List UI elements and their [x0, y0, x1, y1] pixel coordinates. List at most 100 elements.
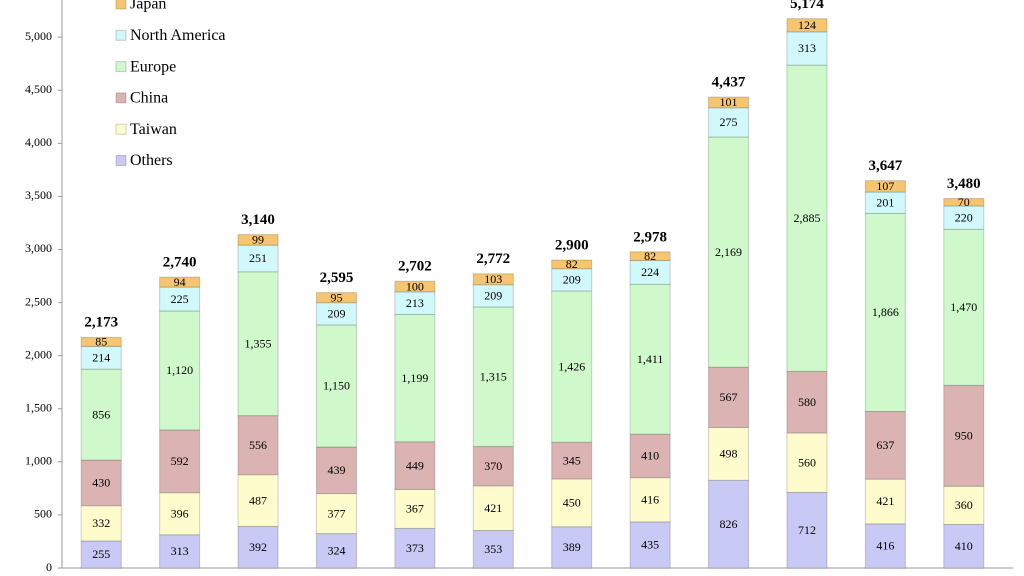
segment-label: 2,169 — [715, 245, 742, 259]
segment-label: 124 — [798, 18, 816, 32]
bar-segment — [159, 310, 201, 431]
segment-label: 421 — [876, 494, 894, 508]
bar-segment — [943, 523, 985, 569]
segment-label: 275 — [720, 115, 738, 129]
segment-label: 100 — [406, 279, 424, 293]
bar-segment — [864, 478, 906, 525]
segment-label: 637 — [876, 438, 894, 452]
bar-segment — [394, 280, 436, 293]
y-tick-label: 4,500 — [25, 82, 52, 96]
bar-segment — [708, 107, 750, 138]
segment-label: 950 — [955, 429, 973, 443]
legend-label: Japan — [130, 0, 166, 13]
segment-label: 560 — [798, 455, 816, 469]
segment-label: 85 — [95, 335, 107, 349]
y-tick-label: 1,000 — [25, 454, 52, 468]
bar-segment — [551, 441, 593, 480]
bar-segment — [629, 477, 671, 523]
bar-segment — [786, 432, 828, 493]
segment-label: 313 — [798, 41, 816, 55]
bar-segment — [237, 525, 279, 569]
y-tick-label: 0 — [46, 560, 52, 574]
segment-label: 487 — [249, 493, 267, 507]
bar-segment — [159, 276, 201, 288]
segment-label: 353 — [484, 542, 502, 556]
bar-segment — [629, 260, 671, 285]
segment-label: 70 — [958, 195, 970, 209]
y-tick-label: 4,000 — [25, 135, 52, 149]
segment-label: 370 — [484, 459, 502, 473]
bar-segment — [551, 290, 593, 443]
segment-label: 103 — [484, 272, 502, 286]
total-label: 5,174 — [790, 0, 824, 12]
segment-label: 410 — [955, 539, 973, 553]
total-label: 2,740 — [163, 255, 197, 271]
segment-label: 1,315 — [480, 369, 507, 383]
segment-label: 1,120 — [166, 363, 193, 377]
bar-segment — [80, 459, 122, 507]
total-label: 2,173 — [84, 315, 118, 331]
segment-label: 389 — [563, 540, 581, 554]
bar-segment — [786, 31, 828, 66]
total-label: 2,978 — [633, 229, 667, 245]
segment-label: 224 — [641, 265, 659, 279]
segment-label: 396 — [171, 506, 189, 520]
segment-label: 450 — [563, 496, 581, 510]
segment-label: 95 — [330, 290, 342, 304]
segment-label: 826 — [720, 517, 738, 531]
total-label: 3,140 — [241, 212, 275, 228]
segment-label: 324 — [327, 544, 345, 558]
bar-segment — [864, 180, 906, 193]
y-tick-label: 500 — [34, 507, 52, 521]
segment-label: 449 — [406, 458, 424, 472]
bar-segment — [943, 198, 985, 207]
bar-segment — [551, 259, 593, 270]
total-label: 2,772 — [476, 251, 510, 267]
legend-swatch — [115, 123, 127, 135]
segment-label: 580 — [798, 395, 816, 409]
segment-label: 1,199 — [401, 371, 428, 385]
total-label: 2,595 — [320, 270, 354, 286]
segment-label: 712 — [798, 523, 816, 537]
bar-segment — [786, 18, 828, 33]
legend-label: Taiwan — [130, 121, 177, 138]
segment-label: 220 — [955, 210, 973, 224]
total-label: 3,647 — [869, 158, 903, 174]
bar-segment — [80, 368, 122, 461]
segment-label: 1,866 — [872, 305, 899, 319]
bar-segment — [629, 251, 671, 262]
y-tick-label: 1,500 — [25, 400, 52, 414]
segment-label: 1,426 — [558, 359, 585, 373]
bar-segment — [864, 411, 906, 480]
bar-segment — [629, 521, 671, 569]
segment-label: 213 — [406, 296, 424, 310]
bar-segment — [551, 526, 593, 569]
bar-segment — [864, 212, 906, 413]
segment-label: 345 — [563, 453, 581, 467]
segment-label: 416 — [876, 539, 894, 553]
legend-label: Europe — [130, 58, 176, 75]
segment-label: 856 — [92, 407, 110, 421]
legend-label: North America — [130, 27, 226, 44]
total-label: 2,900 — [555, 238, 589, 254]
y-tick-label: 5,000 — [25, 29, 52, 43]
segment-label: 99 — [252, 233, 264, 247]
segment-label: 209 — [484, 289, 502, 303]
bar-segment — [708, 426, 750, 481]
segment-label: 214 — [92, 351, 110, 365]
segment-label: 392 — [249, 540, 267, 554]
segment-label: 107 — [876, 179, 894, 193]
segment-label: 101 — [720, 95, 738, 109]
segment-label: 567 — [720, 390, 738, 404]
segment-label: 332 — [92, 516, 110, 530]
legend-swatch — [115, 61, 127, 73]
bar-segment — [708, 136, 750, 368]
segment-label: 435 — [641, 538, 659, 552]
segment-label: 439 — [327, 463, 345, 477]
segment-label: 421 — [484, 501, 502, 515]
bar-segment — [472, 306, 514, 448]
bar-segment — [394, 488, 436, 529]
segment-label: 416 — [641, 492, 659, 506]
segment-label: 1,355 — [245, 336, 272, 350]
